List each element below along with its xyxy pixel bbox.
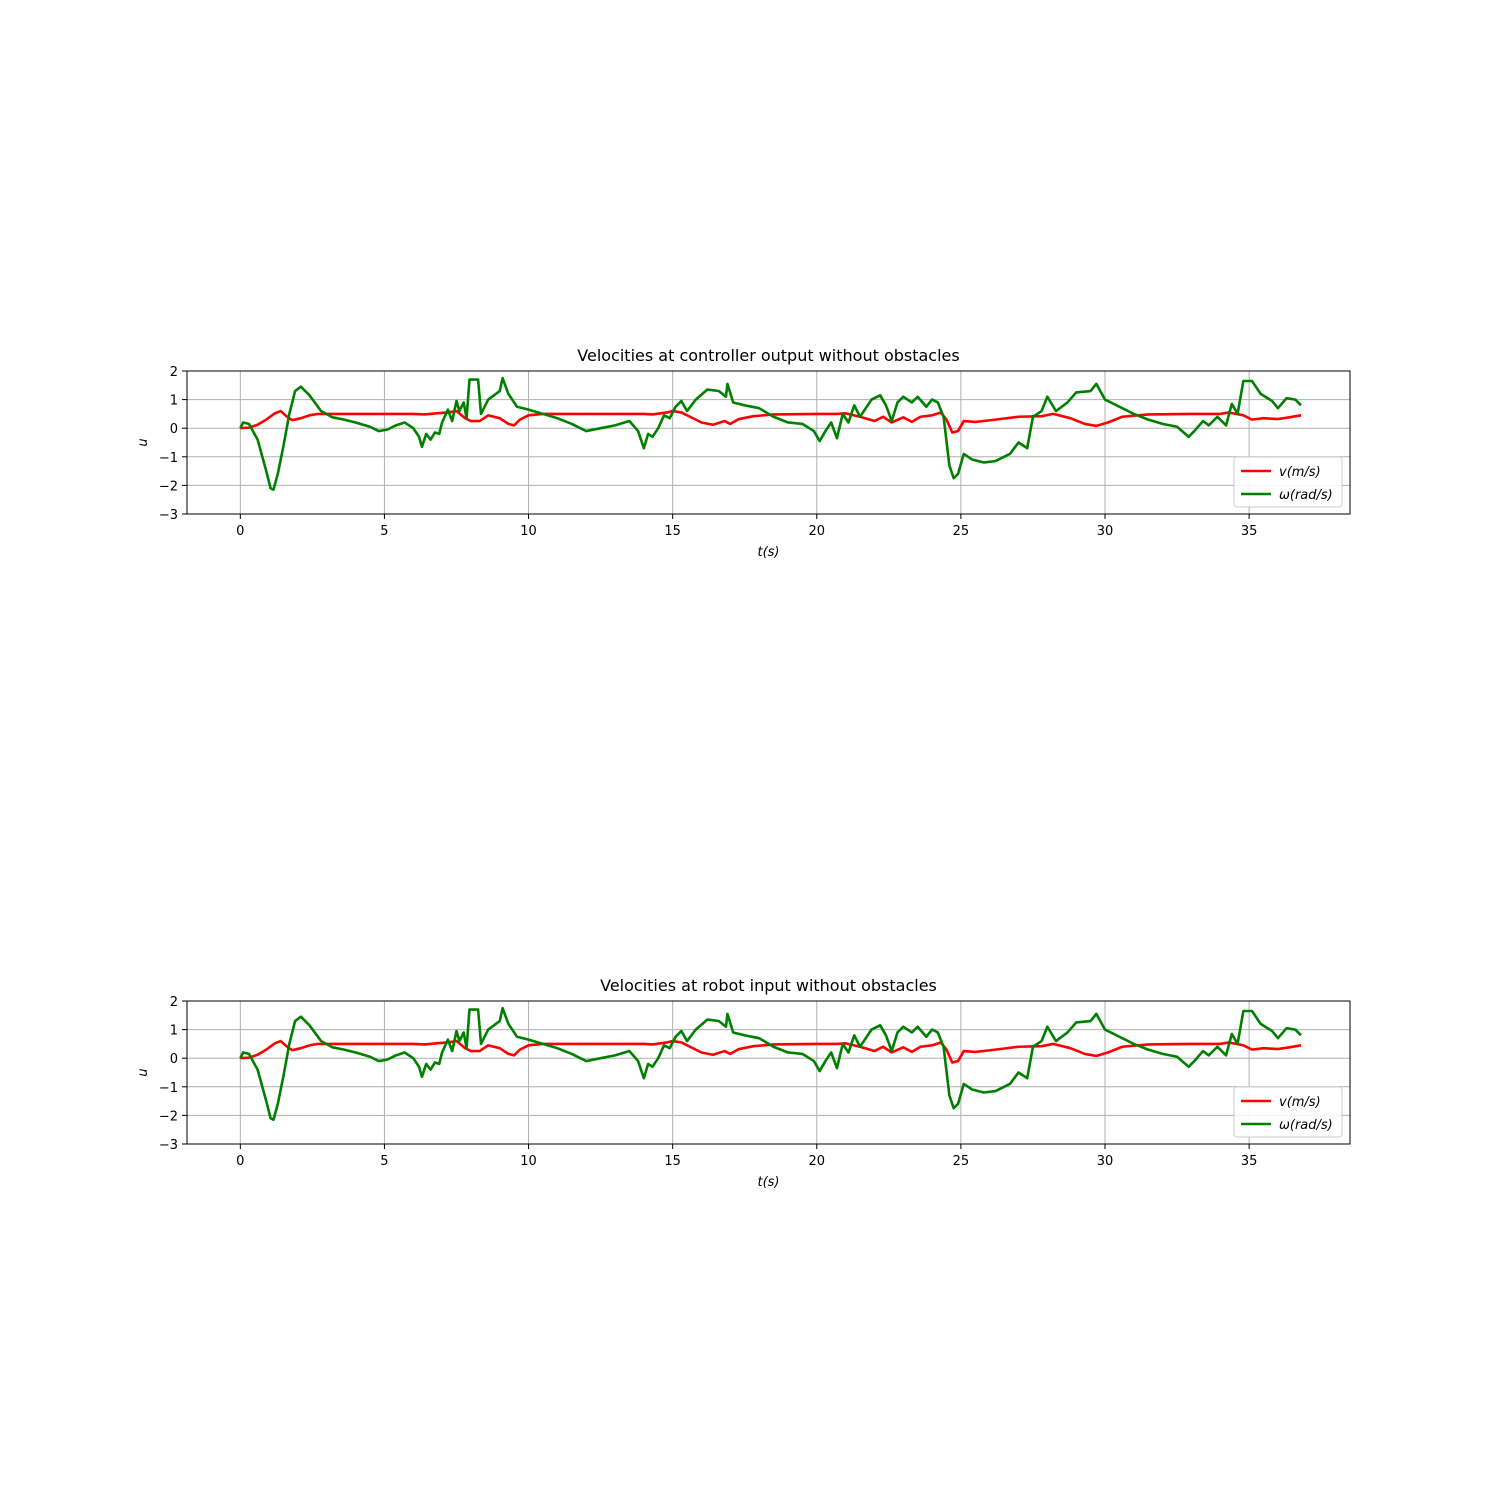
- x-tick-label: 15: [664, 1154, 681, 1169]
- series-line-omega: [239, 376, 1302, 491]
- x-tick-label: 5: [380, 524, 388, 539]
- x-tick-label: 15: [664, 524, 681, 539]
- legend-label-omega: ω(rad/s): [1279, 488, 1333, 503]
- x-axis-label: t(s): [757, 545, 779, 560]
- x-tick-label: 20: [809, 524, 826, 539]
- y-tick-label: 2: [170, 365, 178, 380]
- x-tick-label: 20: [809, 1154, 826, 1169]
- legend-label-v: v(m/s): [1279, 465, 1321, 480]
- x-tick-label: 30: [1097, 524, 1114, 539]
- y-tick-label: −1: [159, 1081, 178, 1096]
- series-line-v: [240, 1039, 1302, 1064]
- x-tick-label: 25: [953, 524, 970, 539]
- chart-title: Velocities at controller output without …: [577, 346, 959, 365]
- legend: v(m/s) ω(rad/s): [1233, 456, 1343, 508]
- x-tick-label: 30: [1097, 1154, 1114, 1169]
- y-tick-label: −1: [159, 451, 178, 466]
- y-tick-label: 0: [170, 1052, 178, 1067]
- x-tick-label: 5: [380, 1154, 388, 1169]
- legend-label-v: v(m/s): [1279, 1095, 1321, 1110]
- y-tick-label: 1: [170, 1024, 178, 1039]
- y-axis-label: u: [136, 1068, 151, 1076]
- series-line-v: [240, 409, 1302, 434]
- x-tick-label: 35: [1241, 1154, 1258, 1169]
- chart-title: Velocities at robot input without obstac…: [600, 976, 937, 995]
- legend-label-omega: ω(rad/s): [1279, 1118, 1333, 1133]
- x-tick-label: 10: [520, 1154, 537, 1169]
- axes-frame: [186, 1000, 1351, 1145]
- y-tick-label: −3: [159, 1138, 178, 1153]
- series-line-omega: [239, 1006, 1302, 1121]
- y-tick-label: −2: [159, 479, 178, 494]
- x-tick-label: 10: [520, 524, 537, 539]
- y-tick-label: −3: [159, 508, 178, 523]
- y-tick-label: −2: [159, 1109, 178, 1124]
- y-axis-label: u: [136, 438, 151, 446]
- x-tick-label: 35: [1241, 524, 1258, 539]
- axes-frame: [186, 370, 1351, 515]
- y-tick-label: 2: [170, 995, 178, 1010]
- legend: v(m/s) ω(rad/s): [1233, 1086, 1343, 1138]
- y-tick-label: 1: [170, 394, 178, 409]
- x-tick-label: 0: [236, 524, 244, 539]
- x-axis-label: t(s): [757, 1175, 779, 1190]
- x-tick-label: 0: [236, 1154, 244, 1169]
- y-tick-label: 0: [170, 422, 178, 437]
- x-tick-label: 25: [953, 1154, 970, 1169]
